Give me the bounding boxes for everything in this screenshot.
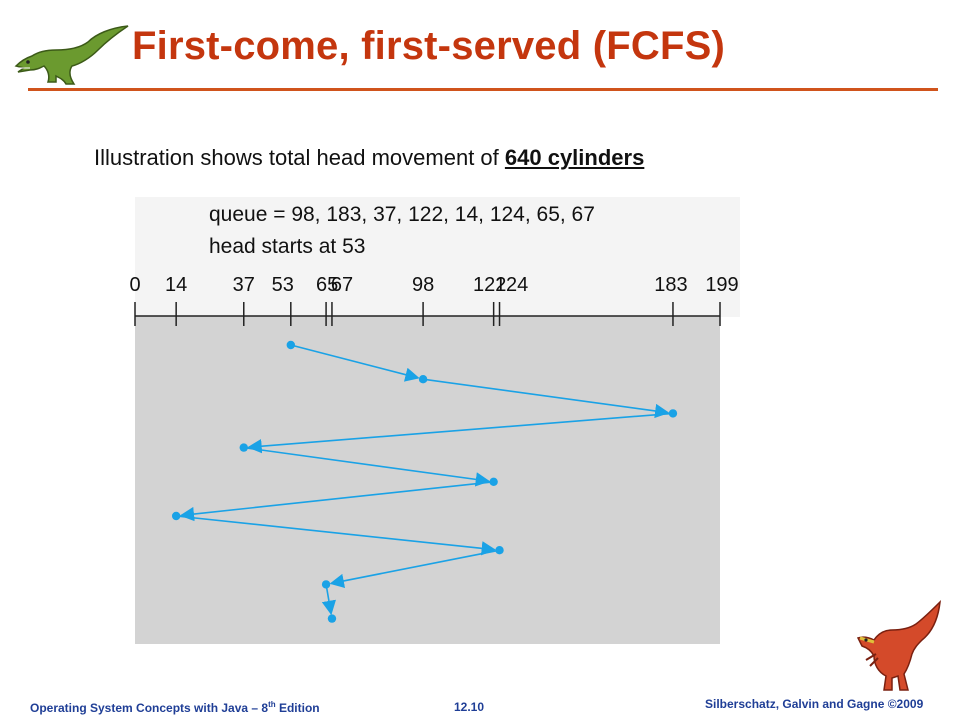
- request-point-65: [321, 580, 331, 589]
- tick-label-98: 98: [412, 274, 434, 296]
- request-point-183: [668, 409, 678, 418]
- slide-number: 12.10: [454, 700, 485, 714]
- footer-course: Operating System Concepts with Java – 8t…: [30, 700, 320, 715]
- head-move-1: [290, 344, 420, 382]
- head-move-8: [321, 584, 337, 616]
- tick-label-53: 53: [272, 274, 294, 296]
- tick-label-122: 122: [473, 274, 506, 296]
- subtitle: Illustration shows total head movement o…: [94, 145, 644, 171]
- head-move-5: [179, 481, 494, 522]
- request-point-98: [418, 375, 428, 384]
- footer-authors: Silberschatz, Galvin and Gagne ©2009: [705, 697, 924, 711]
- tick-label-199: 199: [705, 274, 738, 296]
- request-point-122: [489, 477, 498, 486]
- queue-label: queue = 98, 183, 37, 122, 14, 124, 65, 6…: [209, 203, 595, 226]
- tick-label-14: 14: [165, 274, 187, 296]
- tick-label-65: 65: [316, 274, 338, 296]
- subtitle-text: Illustration shows total head movement o…: [94, 145, 505, 170]
- tick-label-183: 183: [654, 274, 687, 296]
- plot-area: [135, 316, 720, 644]
- head-move-3: [247, 412, 674, 454]
- head-move-7: [329, 549, 500, 588]
- slide-title: First-come, first-served (FCFS): [132, 24, 725, 68]
- title-divider: [28, 88, 938, 91]
- head-start-label: head starts at 53: [209, 235, 365, 258]
- red-dinosaur-icon: [856, 599, 941, 691]
- head-move-4: [243, 446, 491, 487]
- tick-label-37: 37: [233, 274, 255, 296]
- request-point-67: [327, 614, 337, 623]
- request-point-124: [495, 546, 504, 555]
- request-point-37: [239, 443, 248, 452]
- header-panel: [135, 197, 740, 317]
- subtitle-emphasis: 640 cylinders: [504, 145, 645, 170]
- head-move-6: [176, 515, 496, 556]
- tick-label-124: 124: [495, 274, 528, 296]
- tick-label-0: 0: [129, 274, 140, 296]
- green-dinosaur-icon: [14, 25, 129, 85]
- request-point-14: [171, 511, 181, 521]
- head-move-2: [422, 378, 670, 419]
- tick-label-67: 67: [331, 274, 353, 296]
- request-point-53: [286, 340, 296, 350]
